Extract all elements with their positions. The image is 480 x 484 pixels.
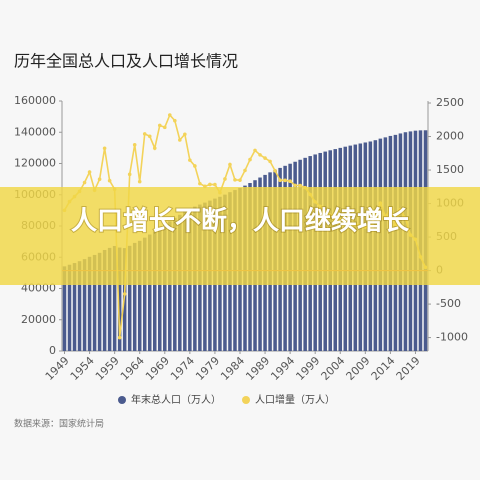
banner-band	[0, 187, 480, 285]
bar	[77, 261, 82, 351]
line-point	[233, 178, 237, 182]
y-tick-label: 160000	[14, 94, 56, 107]
line-point	[127, 172, 132, 177]
y2-tick-label: -1000	[436, 331, 468, 344]
y-tick-label: 120000	[14, 157, 56, 170]
line-point	[238, 178, 242, 182]
y2-tick-label: 1500	[436, 163, 464, 176]
line-point	[87, 170, 92, 174]
line-point	[253, 148, 257, 153]
bar	[107, 247, 112, 351]
line-point	[152, 146, 157, 150]
line-point	[298, 183, 302, 188]
y2-tick-label: 2500	[436, 96, 464, 109]
banner-text: 人口增长不断，人口继续增长	[71, 206, 410, 237]
line-point	[188, 158, 192, 162]
line-point	[213, 182, 217, 187]
line-point	[283, 178, 287, 183]
y2-tick-label: 2000	[436, 130, 464, 143]
line-point	[268, 159, 272, 164]
y2-tick-label: -500	[436, 297, 461, 310]
line-point	[167, 113, 172, 117]
legend-marker	[118, 396, 126, 404]
line-point	[107, 178, 112, 183]
line-point	[208, 182, 212, 187]
line-point	[278, 178, 282, 183]
bar	[112, 245, 117, 351]
line-point	[82, 180, 87, 185]
bar	[117, 247, 122, 351]
line-point	[122, 292, 127, 296]
bar	[127, 245, 132, 351]
bar	[137, 240, 142, 351]
bar	[62, 266, 67, 351]
line-point	[288, 179, 292, 184]
y-tick-label: 140000	[14, 125, 56, 138]
line-point	[183, 132, 187, 137]
bar	[152, 231, 157, 351]
line-point	[293, 183, 297, 188]
y-tick-label: 0	[49, 344, 56, 357]
chart-title: 历年全国总人口及人口增长情况	[14, 52, 238, 71]
line-point	[147, 134, 152, 139]
legend-label: 人口增量（万人）	[255, 393, 335, 406]
bar	[102, 249, 107, 351]
line-point	[263, 156, 267, 160]
y-tick-label: 20000	[21, 313, 56, 326]
line-point	[162, 125, 167, 130]
line-point	[258, 153, 262, 157]
line-point	[132, 142, 137, 147]
line-point	[248, 157, 252, 162]
bar	[92, 254, 97, 351]
bar	[67, 264, 72, 351]
line-point	[193, 164, 197, 168]
line-point	[142, 132, 147, 136]
line-point	[178, 138, 182, 142]
line-point	[228, 162, 232, 167]
bar	[87, 256, 92, 351]
bar	[82, 259, 87, 351]
line-point	[102, 146, 107, 151]
line-point	[198, 181, 202, 186]
line-point	[157, 123, 162, 128]
bar	[163, 224, 167, 351]
line-point	[97, 177, 102, 182]
bar	[168, 221, 172, 351]
line-point	[173, 118, 177, 123]
source-note: 数据来源：国家统计局	[14, 418, 104, 430]
bar	[72, 263, 77, 351]
bar	[158, 228, 162, 351]
bar	[147, 234, 152, 351]
line-point	[117, 335, 122, 340]
bar	[97, 252, 102, 351]
line-point	[243, 168, 247, 173]
line-point	[273, 168, 277, 173]
line-point	[223, 177, 227, 181]
legend-marker	[242, 396, 250, 404]
bar	[142, 237, 147, 351]
line-point	[137, 179, 142, 184]
legend-label: 年末总人口（万人）	[131, 393, 221, 406]
bar	[132, 242, 137, 351]
